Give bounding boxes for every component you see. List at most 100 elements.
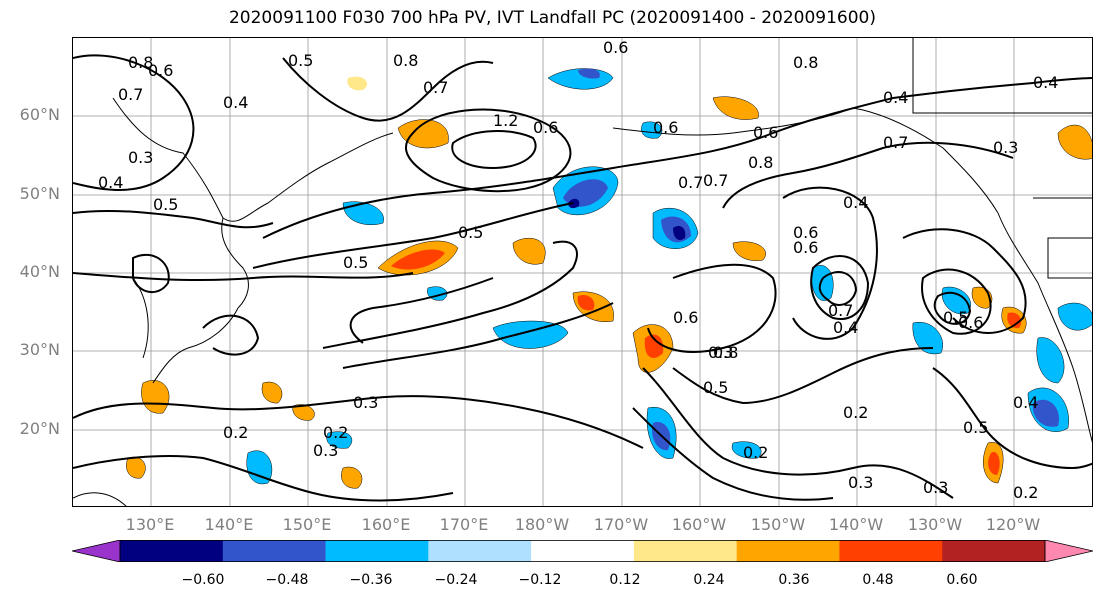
- contour-label: 0.5: [458, 223, 483, 242]
- colorbar-segment: [531, 540, 635, 562]
- negative-anomaly-region: [342, 201, 384, 226]
- colorbar-segment: [942, 540, 1046, 562]
- contour-label: 0.4: [1033, 73, 1058, 92]
- contour-label: 0.3: [993, 138, 1018, 157]
- negative-anomaly-region: [673, 226, 686, 240]
- latitude-label: 40°N: [19, 262, 60, 281]
- longitude-label: 170°W: [593, 515, 649, 534]
- contour-label: 0.7: [118, 85, 143, 104]
- longitude-label: 130°E: [125, 515, 175, 534]
- contour-label: 0.4: [883, 88, 908, 107]
- positive-anomaly-region: [391, 249, 445, 270]
- contour-label: 0.6: [958, 313, 983, 332]
- negative-anomaly-region: [492, 320, 569, 349]
- contour-label: 0.6: [653, 118, 678, 137]
- contour-label: 0.3: [353, 393, 378, 412]
- contour-label: 0.3: [128, 148, 153, 167]
- colorbar-tick-label: −0.48: [265, 572, 309, 588]
- contour-label: 0.6: [148, 61, 173, 80]
- map-svg: 0.80.60.40.70.30.40.50.5 0.80.70.61.2 0.60…: [73, 38, 1092, 506]
- contour-label: 0.8: [713, 343, 738, 362]
- latitude-label: 20°N: [19, 419, 60, 438]
- positive-anomaly-region: [732, 241, 766, 261]
- longitude-label: 130°W: [907, 515, 963, 534]
- colorbar-segment: [633, 540, 738, 562]
- pv-contours: [73, 54, 1092, 502]
- contour-label: 0.7: [883, 133, 908, 152]
- contour-label: 0.6: [673, 308, 698, 327]
- contour-label: 0.6: [533, 118, 558, 137]
- negative-anomaly-region: [578, 68, 600, 79]
- colorbar-outline: [119, 540, 1046, 562]
- colorbar-segment: [325, 540, 429, 562]
- contour-label: 0.8: [793, 53, 818, 72]
- positive-anomaly-region: [988, 452, 1000, 475]
- contour-label: 0.4: [98, 173, 123, 192]
- colorbar-tick-label: −0.12: [518, 572, 562, 588]
- contour-label: 0.2: [743, 443, 768, 462]
- negative-anomaly-region: [1032, 399, 1059, 427]
- negative-anomaly-region: [568, 198, 580, 209]
- contour-label: 0.5: [288, 51, 313, 70]
- negative-anomaly-region: [326, 431, 353, 449]
- negative-anomaly-region: [1036, 337, 1065, 384]
- positive-anomaly-region: [1057, 124, 1092, 160]
- contour-label: 0.2: [843, 403, 868, 422]
- contour-label: 0.8: [393, 51, 418, 70]
- map-plot-area: 0.8 0.6 0.4 0.7 0.3 0.4 0.5 0.5 0.8 0.7 0.6 1.2 0.6 0…: [72, 37, 1093, 507]
- contour-label: 0.4: [843, 193, 868, 212]
- negative-anomaly-region: [912, 321, 943, 355]
- map-gridlines: [73, 38, 1092, 506]
- positive-anomaly-region: [126, 456, 146, 479]
- colorbar-extend-low: [72, 540, 121, 562]
- colorbar: [72, 540, 1093, 562]
- contour-label: 0.4: [223, 93, 248, 112]
- colorbar-tick-label: −0.24: [434, 572, 478, 588]
- contour-label: 0.8: [748, 153, 773, 172]
- contour-label: 0.5: [153, 195, 178, 214]
- contour-label: 0.5: [963, 418, 988, 437]
- negative-anomaly-region: [1057, 302, 1092, 331]
- negative-anomaly-region: [941, 286, 971, 315]
- contour-label: 0.3: [923, 478, 948, 497]
- latitude-label: 50°N: [19, 184, 60, 203]
- contour-label: 0.8: [128, 53, 153, 72]
- chart-title: 2020091100 F030 700 hPa PV, IVT Landfall…: [228, 8, 876, 28]
- contour-label: 0.6: [603, 38, 628, 57]
- contour-label: 0.2: [1013, 483, 1038, 502]
- contour-label: 0.3: [848, 473, 873, 492]
- longitude-label: 180°W: [514, 515, 570, 534]
- longitude-label: 160°E: [361, 515, 411, 534]
- contour-label: 0.7: [703, 171, 728, 190]
- positive-anomaly-region: [397, 119, 449, 149]
- negative-anomaly-region: [641, 121, 663, 139]
- contour-label: 0.2: [223, 423, 248, 442]
- colorbar-segment: [839, 540, 943, 562]
- colorbar-tick-label: −0.36: [349, 572, 393, 588]
- contour-label: 0.4: [1013, 393, 1038, 412]
- positive-anomaly-region: [347, 76, 368, 91]
- latitude-label: 60°N: [19, 105, 60, 124]
- positive-anomaly-region: [577, 294, 595, 311]
- longitude-label: 150°W: [750, 515, 806, 534]
- coastlines: [73, 38, 1092, 506]
- colorbar-extend-high: [1044, 540, 1093, 562]
- contour-label: 0.3: [313, 441, 338, 460]
- colorbar-tick-label: 0.60: [946, 572, 978, 588]
- negative-anomaly-region: [731, 441, 762, 459]
- colorbar-tick-label: 0.24: [693, 572, 725, 588]
- longitude-label: 150°E: [282, 515, 332, 534]
- negative-anomaly-region: [246, 450, 273, 485]
- contour-label: 1.2: [493, 111, 518, 130]
- longitude-label: 140°E: [204, 515, 254, 534]
- colorbar-segment: [428, 540, 532, 562]
- contour-label: 0.7: [678, 173, 703, 192]
- contour-label: 0.5: [703, 378, 728, 397]
- colorbar-segment: [736, 540, 840, 562]
- positive-anomaly-region: [261, 381, 283, 404]
- contour-label: 0.5: [343, 253, 368, 272]
- longitude-label: 120°W: [985, 515, 1041, 534]
- positive-anomaly-region: [712, 96, 759, 120]
- positive-anomaly-region: [141, 380, 170, 414]
- contour-labels: 0.80.60.40.70.30.40.50.5 0.80.70.61.2 0.60…: [98, 38, 1058, 502]
